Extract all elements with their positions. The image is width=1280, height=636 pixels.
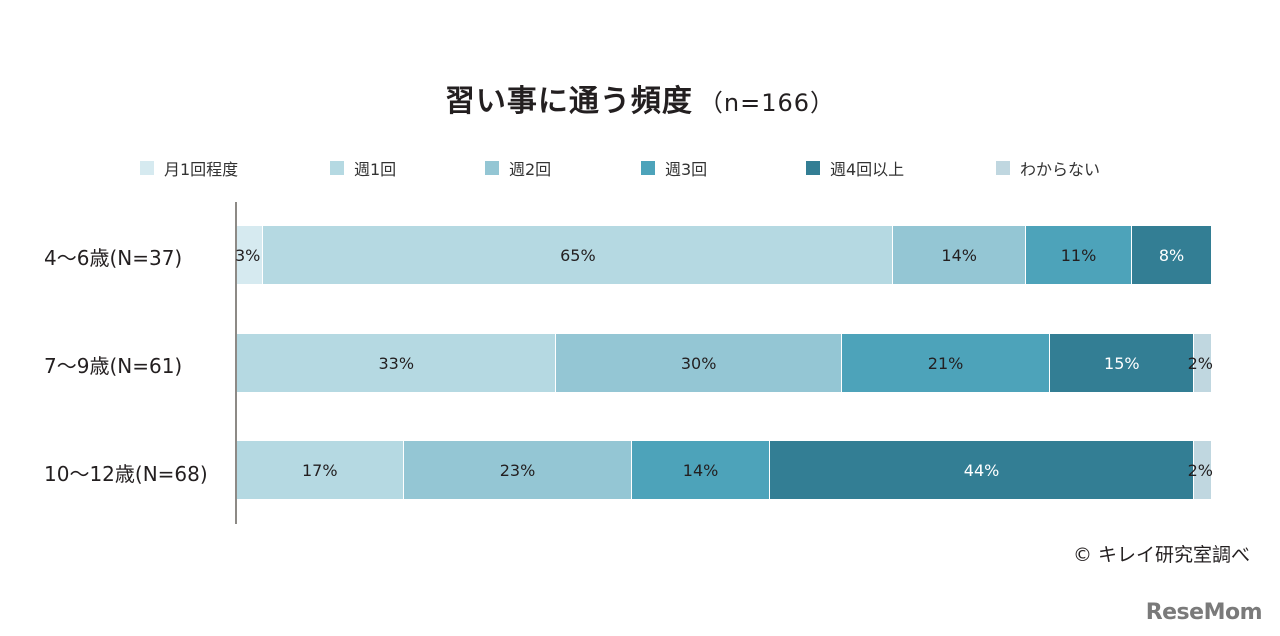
legend-swatch [641, 161, 655, 175]
resemom-logo: ReseMom [1145, 600, 1263, 625]
legend-label: 週2回 [509, 160, 552, 179]
legend-swatch [140, 161, 154, 175]
legend-label: 週3回 [665, 160, 708, 179]
legend-label: 月1回程度 [164, 160, 239, 179]
legend-item-weekly-2: 週2回 [485, 156, 551, 180]
legend-swatch [806, 161, 820, 175]
chart-title-sample-size: （n=166） [698, 89, 836, 117]
segment-weekly-1: 65% [263, 226, 894, 284]
legend-item-unknown: わからない [996, 156, 1100, 180]
row-label-age-4-6: 4〜6歳(N=37) [44, 246, 183, 270]
segment-weekly-1: 17% [237, 441, 404, 499]
legend-swatch [485, 161, 499, 175]
legend-item-weekly-4-plus: 週4回以上 [806, 156, 904, 180]
segment-weekly-3: 11% [1025, 226, 1133, 284]
segment-weekly-1: 33% [237, 334, 557, 392]
legend-item-weekly-3: 週3回 [641, 156, 707, 180]
chart-title-main: 習い事に通う頻度 [444, 84, 693, 119]
legend-item-weekly-1: 週1回 [330, 156, 396, 180]
segment-weekly-2: 23% [403, 441, 633, 499]
row-label-age-7-9: 7〜9歳(N=61) [44, 354, 183, 378]
bar-age-7-9: 33% 30% 21% 15% 2% [237, 334, 1213, 392]
segment-monthly: 3% [235, 226, 264, 284]
legend-item-monthly: 月1回程度 [140, 156, 238, 180]
segment-weekly-3: 21% [841, 334, 1051, 392]
legend-swatch [330, 161, 344, 175]
legend-label: 週4回以上 [830, 160, 905, 179]
segment-unknown: 2% [1188, 334, 1213, 392]
segment-weekly-4-plus: 44% [769, 441, 1195, 499]
segment-weekly-4-plus: 8% [1132, 226, 1211, 284]
legend-label: 週1回 [354, 160, 397, 179]
bar-age-10-12: 17% 23% 14% 44% 2% [237, 441, 1213, 499]
row-label-age-10-12: 10〜12歳(N=68) [44, 462, 208, 486]
segment-weekly-2: 14% [893, 226, 1026, 284]
chart-title: 習い事に通う頻度 （n=166） [0, 76, 1280, 120]
segment-unknown: 2% [1188, 441, 1213, 499]
bar-age-4-6: 3% 65% 14% 11% 8% [235, 226, 1211, 284]
segment-weekly-2: 30% [556, 334, 842, 392]
y-axis-line [235, 202, 237, 524]
legend-swatch [996, 161, 1010, 175]
segment-weekly-4-plus: 15% [1050, 334, 1195, 392]
source-credit: © キレイ研究室調べ [1072, 544, 1250, 566]
segment-weekly-3: 14% [632, 441, 770, 499]
legend-label: わからない [1020, 160, 1101, 179]
